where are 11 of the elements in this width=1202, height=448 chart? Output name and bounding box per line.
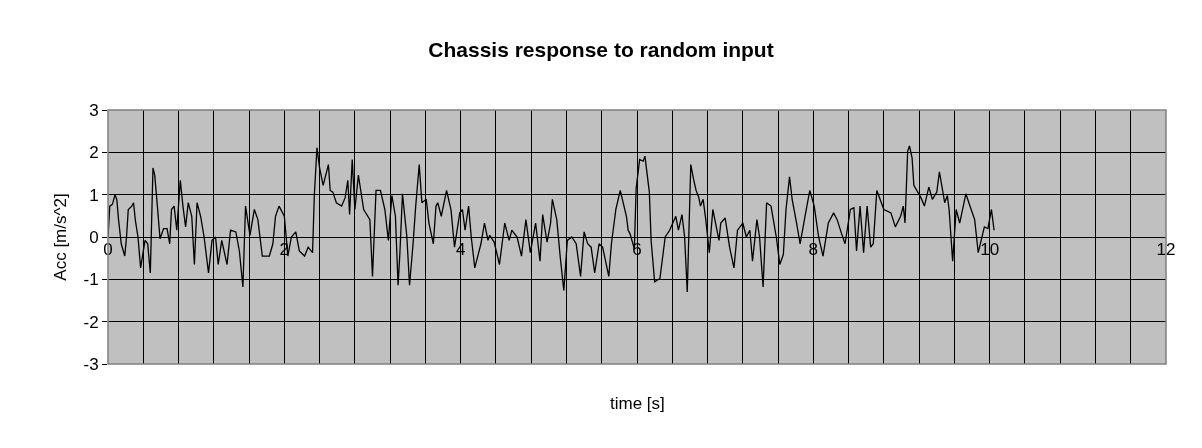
y-tick-label: 3 (89, 100, 99, 120)
y-tick-label: -3 (83, 354, 99, 374)
y-tick-label: 1 (89, 185, 99, 205)
chart-title: Chassis response to random input (428, 37, 774, 61)
y-tick-label: -1 (83, 270, 99, 290)
y-tick-label: -2 (83, 312, 99, 332)
x-tick-label: 0 (103, 240, 113, 259)
y-tick-label: 2 (89, 143, 99, 163)
x-axis-title: time [s] (610, 394, 665, 413)
x-tick-label: 12 (1156, 240, 1176, 259)
y-axis-title: Acc [m/s^2] (51, 193, 71, 281)
